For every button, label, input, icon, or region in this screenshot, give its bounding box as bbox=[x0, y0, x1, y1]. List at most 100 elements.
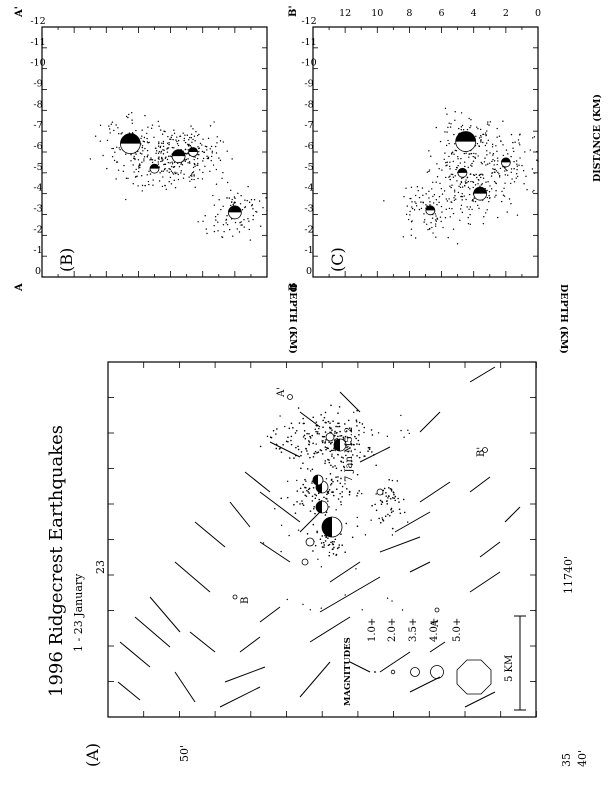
hypocenter bbox=[481, 183, 484, 185]
hypocenter bbox=[446, 161, 448, 163]
hypocenter bbox=[531, 168, 534, 170]
hypocenter bbox=[469, 223, 471, 226]
hypocenter bbox=[504, 182, 506, 184]
epicenter bbox=[381, 500, 383, 503]
focal-mechanism bbox=[313, 475, 318, 485]
hypocenter bbox=[222, 205, 224, 207]
hypocenter bbox=[459, 183, 462, 185]
hypocenter bbox=[192, 171, 195, 173]
hypocenter bbox=[148, 170, 150, 173]
epicenter bbox=[275, 447, 278, 450]
hypocenter bbox=[522, 170, 525, 172]
epicenter bbox=[327, 492, 330, 494]
hypocenter bbox=[231, 198, 233, 201]
epicenter bbox=[280, 497, 283, 500]
hypocenter bbox=[184, 160, 186, 162]
hypocenter bbox=[202, 138, 204, 140]
hypocenter bbox=[243, 226, 245, 228]
epicenter bbox=[314, 512, 316, 515]
hypocenter bbox=[148, 183, 150, 186]
hypocenter bbox=[496, 163, 498, 166]
hypocenter bbox=[218, 157, 220, 159]
hypocenter bbox=[130, 153, 132, 156]
focal-mechanism bbox=[322, 517, 332, 537]
hypocenter bbox=[137, 159, 140, 161]
epicenter bbox=[333, 457, 335, 459]
hypocenter bbox=[410, 228, 413, 230]
hypocenter bbox=[414, 194, 417, 197]
hypocenter bbox=[111, 147, 113, 150]
depth-tick-label: 0 bbox=[306, 266, 312, 277]
hypocenter bbox=[143, 160, 145, 162]
epicenter bbox=[313, 452, 316, 455]
hypocenter bbox=[491, 172, 494, 174]
hypocenter bbox=[496, 127, 498, 130]
depth-tick-label: -11 bbox=[30, 37, 45, 48]
epicenter bbox=[382, 519, 385, 522]
hypocenter bbox=[144, 184, 146, 187]
hypocenter bbox=[202, 160, 204, 162]
hypocenter bbox=[452, 212, 455, 215]
hypocenter bbox=[486, 123, 489, 125]
hypocenter bbox=[466, 206, 468, 208]
hypocenter bbox=[174, 171, 176, 173]
hypocenter bbox=[516, 168, 518, 171]
hypocenter bbox=[122, 170, 125, 173]
hypocenter bbox=[134, 176, 137, 178]
hypocenter bbox=[460, 112, 463, 114]
epicenter bbox=[348, 493, 351, 496]
hypocenter bbox=[190, 125, 192, 127]
hypocenter bbox=[445, 208, 447, 210]
epicenter bbox=[349, 429, 352, 431]
hypocenter bbox=[435, 219, 437, 221]
hypocenter bbox=[444, 217, 447, 219]
hypocenter bbox=[99, 140, 101, 142]
epicenter bbox=[358, 434, 360, 436]
epicenter bbox=[390, 488, 393, 491]
hypocenter bbox=[470, 119, 472, 121]
epicenter bbox=[337, 476, 339, 478]
epicenter bbox=[294, 512, 297, 514]
event-annotation: 7 Jan M5.2 bbox=[344, 427, 355, 482]
epicenter bbox=[312, 456, 315, 458]
hypocenter bbox=[497, 160, 499, 162]
hypocenter bbox=[197, 162, 199, 165]
epicenter bbox=[340, 501, 342, 503]
epicenter bbox=[337, 498, 340, 500]
epicenter bbox=[356, 525, 359, 528]
epicenter bbox=[296, 490, 299, 492]
hypocenter bbox=[239, 221, 241, 224]
hypocenter bbox=[176, 143, 179, 145]
section-b-ylabel: DEPTH (KM) bbox=[287, 284, 298, 354]
hypocenter bbox=[489, 185, 491, 187]
hypocenter bbox=[249, 239, 252, 241]
epicenter bbox=[388, 486, 390, 489]
epicenter bbox=[334, 538, 337, 541]
hypocenter bbox=[248, 220, 250, 222]
hypocenter bbox=[234, 221, 237, 224]
epicenter bbox=[354, 448, 356, 451]
hypocenter bbox=[146, 137, 148, 140]
hypocenter bbox=[226, 223, 229, 226]
hypocenter bbox=[487, 139, 490, 142]
hypocenter bbox=[460, 181, 463, 184]
epicenter bbox=[325, 421, 327, 424]
map-title: 1996 Ridgecrest Earthquakes bbox=[46, 425, 67, 697]
epicenter bbox=[342, 465, 345, 468]
hypocenter bbox=[482, 177, 485, 179]
hypocenter bbox=[496, 157, 499, 159]
hypocenter bbox=[116, 161, 119, 163]
label-a-prime: A' bbox=[276, 387, 287, 398]
epicenter bbox=[345, 488, 348, 490]
hypocenter bbox=[216, 136, 218, 138]
hypocenter bbox=[475, 135, 477, 138]
epicenter bbox=[338, 544, 341, 546]
hypocenter bbox=[255, 210, 257, 213]
section-c-distance-ticks: 0 2 4 6 8 10 12 bbox=[339, 8, 541, 19]
depth-tick-label: -1 bbox=[33, 245, 42, 256]
epicenter bbox=[339, 492, 341, 495]
epicenter bbox=[345, 454, 347, 457]
hypocenter bbox=[476, 176, 478, 179]
hypocenter bbox=[182, 177, 185, 179]
epicenter bbox=[294, 432, 297, 434]
